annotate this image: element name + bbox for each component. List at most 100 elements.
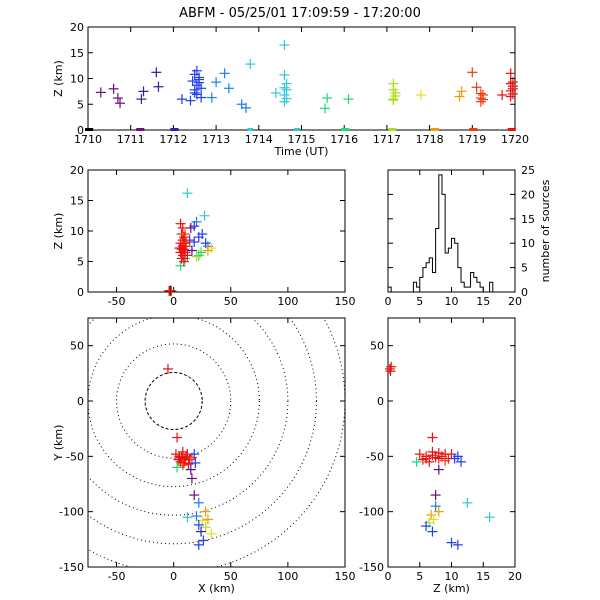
x-tick-label: 5 [416,295,423,308]
data-point [449,453,460,464]
data-point [477,94,488,105]
x-tick-label: 15 [476,295,490,308]
data-point [211,77,222,88]
data-point [112,93,123,104]
data-point [181,236,192,247]
ground-source [172,128,179,131]
data-point [193,539,204,550]
data-point [427,450,438,461]
x-tick-label: 0 [385,295,392,308]
data-point [206,92,217,103]
x-tick-label: 1712 [159,133,187,146]
data-point [136,94,147,105]
data-point [190,457,201,468]
x-tick-label: 10 [445,570,459,583]
histogram-bars [387,174,515,293]
panel-time-height: 1710 1711 1712 1713 1714 1715 1716 1717 1718 1719… [52,21,529,158]
data-point [454,91,465,102]
x-tick-label: 100 [277,570,298,583]
data-point [202,245,213,256]
x-tick-label: 50 [224,570,238,583]
data-point [416,89,427,100]
data-point [279,69,290,80]
y-tick-label: -100 [59,506,84,519]
x-tick-label: -50 [108,295,126,308]
data-point [176,94,187,105]
ground-source [247,128,254,131]
data-point [172,462,183,473]
y-tick-label: 5 [77,256,84,269]
data-point [193,232,204,243]
chart-title: ABFM - 05/25/01 17:09:59 - 17:20:00 [179,6,421,21]
x-axis-label: Time (UT) [274,145,329,158]
data-point [199,210,210,221]
plot-frame [87,317,346,568]
data-point [115,98,126,109]
x-tick-label: 1710 [74,133,102,146]
y-axis-label: number of sources [539,179,552,282]
data-point [193,250,204,261]
range-ring [88,318,260,488]
data-point [173,454,184,465]
data-point [177,460,188,471]
data-point [430,501,441,512]
x-axis-label: Z (km) [433,582,470,595]
data-point [456,86,467,97]
data-point [279,96,290,107]
data-point [467,67,478,78]
data-point [198,535,209,546]
data-point [182,188,193,199]
x-tick-label: 1714 [245,133,273,146]
x-tick-label: 1715 [288,133,316,146]
data-point [191,251,202,262]
data-point [108,83,119,94]
data-point [185,464,196,475]
y-axis-label: Z (km) [52,60,65,97]
y-tick-label: -150 [59,561,84,574]
y-tick-label: -50 [66,450,84,463]
y-tick-label: 25 [521,164,535,177]
plot-frame [387,317,516,568]
data-point [196,92,207,103]
data-point [319,103,330,114]
y-tick-label: 15 [70,195,84,208]
y-tick-label: -50 [366,450,384,463]
data-point [505,78,516,89]
y-tick-label: 10 [70,225,84,238]
ground-source [433,128,440,131]
plot-frame [87,26,516,131]
data-point [484,512,495,523]
range-ring [116,343,232,459]
data-point [471,82,482,93]
data-point [138,86,149,97]
data-point [186,473,197,484]
data-point [446,537,457,548]
data-point [427,432,438,443]
data-point [185,95,196,106]
data-point [174,243,185,254]
data-point [433,464,444,475]
y-tick-label: 0 [77,124,84,137]
x-tick-label: 1720 [501,133,529,146]
x-tick-label: 15 [476,570,490,583]
x-tick-label: 20 [508,295,522,308]
y-tick-label: 0 [77,395,84,408]
x-tick-label: 1717 [373,133,401,146]
y-axis-label: Y (km) [52,425,65,462]
y-tick-label: -150 [359,561,384,574]
data-point [388,95,399,106]
data-point [187,76,198,87]
data-point [189,490,200,501]
data-point [196,83,207,94]
data-point [191,65,202,76]
data-point [181,451,192,462]
data-point [421,453,432,464]
data-point [193,497,204,508]
ground-source [87,128,94,131]
data-point [196,526,207,537]
data-point [177,222,188,233]
data-point [440,455,451,466]
x-tick-label: 0 [170,295,177,308]
